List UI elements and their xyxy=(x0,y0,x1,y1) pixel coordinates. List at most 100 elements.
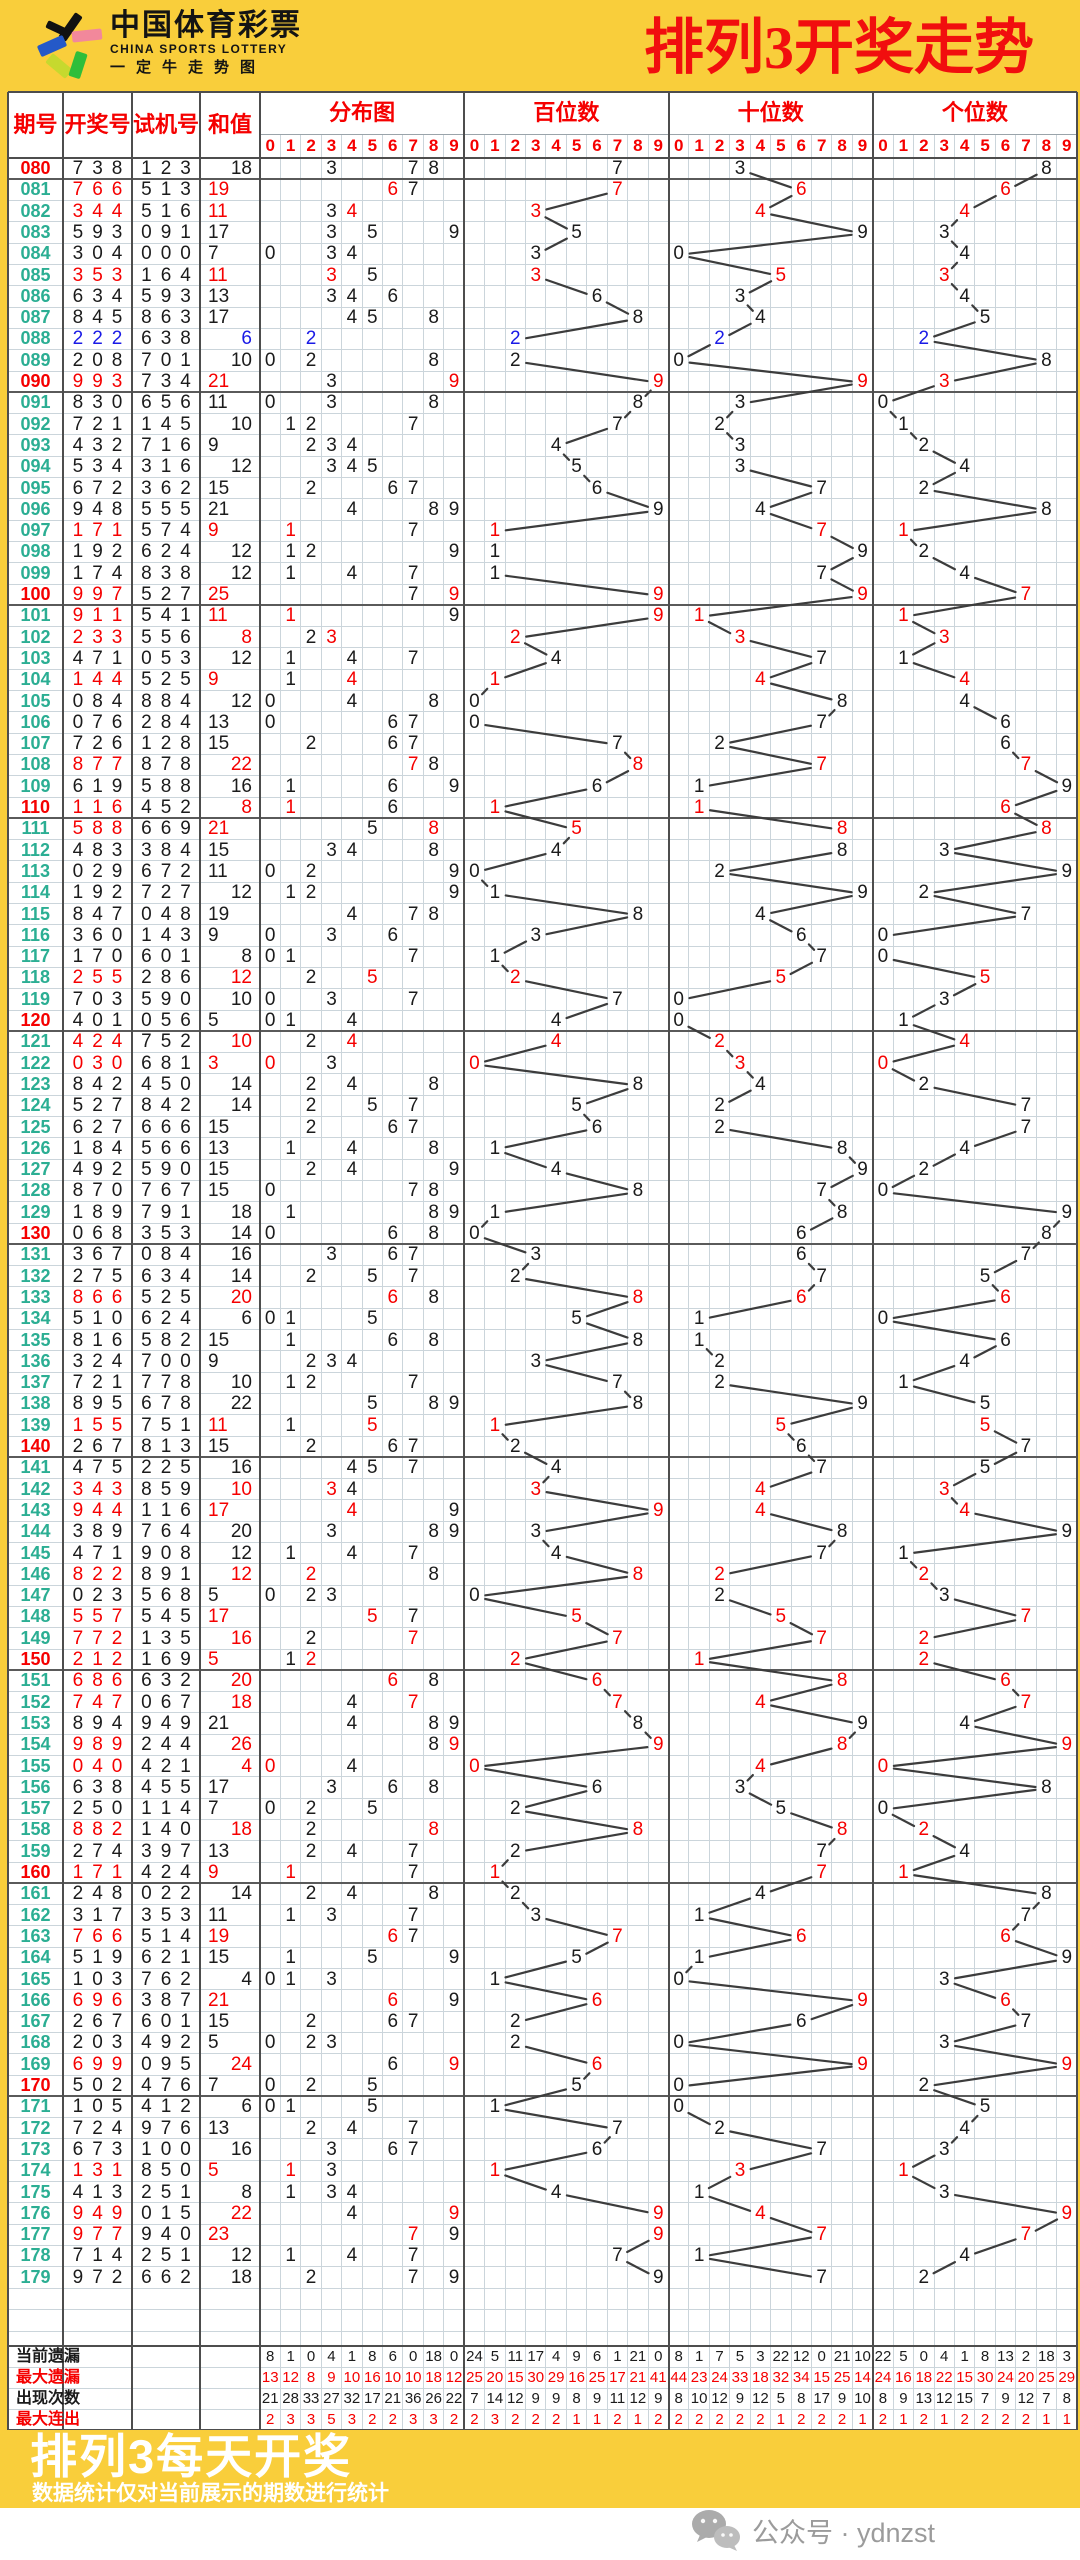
gridline-h xyxy=(8,306,1077,308)
sum-cell: 12 xyxy=(230,1542,252,1564)
trend-digit: 8 xyxy=(632,1180,644,1202)
stat-value: 2 xyxy=(674,2411,683,2428)
sum-cell: 17 xyxy=(208,307,230,329)
digit-col-header: 5 xyxy=(980,136,990,155)
stat-value: 6 xyxy=(388,2348,397,2365)
distribution-digit: 5 xyxy=(367,1393,378,1415)
trend-digit: 2 xyxy=(714,1095,725,1117)
gridline-v xyxy=(1035,134,1037,2430)
trend-digit: 9 xyxy=(857,541,868,563)
distribution-digit: 9 xyxy=(448,541,460,563)
trend-digit: 8 xyxy=(632,1563,644,1585)
distribution-digit: 6 xyxy=(387,1670,399,1692)
trend-digit: 2 xyxy=(510,1649,521,1670)
period-cell: 127 xyxy=(20,1159,51,1180)
period-cell: 104 xyxy=(20,669,51,690)
trend-digit: 2 xyxy=(714,1350,725,1372)
stat-value: 29 xyxy=(1058,2369,1076,2386)
gridline-h xyxy=(8,562,1077,564)
distribution-digit: 2 xyxy=(305,1159,317,1181)
trend-digit: 1 xyxy=(693,2181,705,2203)
sum-cell: 15 xyxy=(208,1180,230,1202)
sum-cell: 16 xyxy=(230,1627,252,1649)
distribution-digit: 5 xyxy=(367,818,378,840)
distribution-digit: 2 xyxy=(305,626,317,648)
gridline-v xyxy=(1076,92,1078,2430)
distribution-digit: 5 xyxy=(367,264,378,286)
distribution-digit: 9 xyxy=(448,605,460,627)
stat-value: 9 xyxy=(572,2348,581,2365)
gridline-v xyxy=(810,134,812,2430)
period-cell: 159 xyxy=(20,1840,51,1861)
gridline-h xyxy=(8,2345,1077,2347)
trend-digit: 4 xyxy=(959,2245,970,2267)
period-cell: 085 xyxy=(20,264,51,285)
gridline-v xyxy=(994,134,996,2430)
distribution-digit: 3 xyxy=(326,285,337,307)
trend-digit: 0 xyxy=(877,946,889,968)
sum-cell: 18 xyxy=(230,1201,252,1223)
sum-cell: 6 xyxy=(241,328,252,350)
gridline-v xyxy=(131,92,133,2430)
sum-cell: 10 xyxy=(230,1478,252,1500)
sum-cell: 19 xyxy=(208,903,230,925)
distribution-digit: 1 xyxy=(285,1308,296,1330)
distribution-digit: 0 xyxy=(264,243,276,265)
stat-value: 8 xyxy=(1062,2390,1071,2407)
trend-digit: 0 xyxy=(673,1010,684,1031)
stat-value: 8 xyxy=(797,2390,806,2407)
sum-cell: 6 xyxy=(241,1308,252,1330)
sum-cell: 9 xyxy=(208,924,219,946)
period-cell: 131 xyxy=(20,1244,51,1265)
gridline-v xyxy=(361,134,363,2430)
distribution-digit: 3 xyxy=(326,2160,337,2182)
distribution-digit: 3 xyxy=(326,924,337,946)
period-cell: 175 xyxy=(20,2181,51,2202)
gridline-h xyxy=(8,1435,1077,1437)
distribution-digit: 2 xyxy=(305,967,317,989)
sum-cell: 17 xyxy=(208,1606,230,1628)
gridline-v xyxy=(402,134,404,2430)
trend-digit: 0 xyxy=(673,2075,684,2096)
trend-digit: 9 xyxy=(1061,1201,1073,1223)
stat-value: 18 xyxy=(1038,2348,1055,2365)
trend-digit: 8 xyxy=(1041,1883,1052,1905)
distribution-digit: 1 xyxy=(285,882,296,904)
gridline-v xyxy=(974,134,976,2430)
trend-digit: 7 xyxy=(1020,754,1032,776)
distribution-digit: 1 xyxy=(285,797,296,818)
sum-cell: 9 xyxy=(208,1350,219,1372)
trend-digit: 8 xyxy=(632,1329,644,1351)
period-cell: 129 xyxy=(20,1201,51,1222)
trend-digit: 8 xyxy=(632,1393,644,1415)
stat-value: 12 xyxy=(445,2369,463,2386)
stat-value: 8 xyxy=(674,2348,683,2365)
trend-digit: 3 xyxy=(938,221,950,243)
digit-col-header: 3 xyxy=(939,136,949,155)
sum-cell: 21 xyxy=(208,818,230,840)
trend-digit: 8 xyxy=(836,1734,848,1756)
period-cell: 167 xyxy=(20,2011,51,2032)
group-header: 十位数 xyxy=(737,100,804,125)
sum-cell: 11 xyxy=(208,1414,228,1436)
trend-digit: 2 xyxy=(714,1116,725,1138)
stat-value: 7 xyxy=(715,2348,724,2365)
period-cell: 165 xyxy=(20,1968,51,1989)
period-cell: 116 xyxy=(20,924,51,945)
sum-cell: 12 xyxy=(230,562,252,584)
trend-digit: 4 xyxy=(755,1499,766,1521)
